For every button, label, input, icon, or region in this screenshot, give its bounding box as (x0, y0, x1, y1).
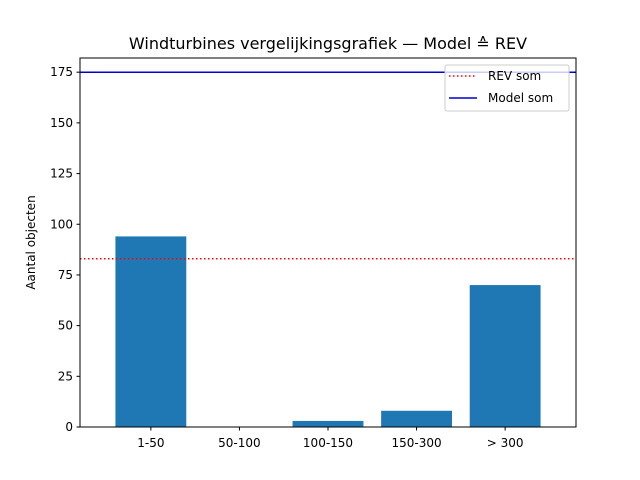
x-tick-label: > 300 (487, 436, 524, 450)
bar-series (115, 236, 541, 427)
y-tick-label: 50 (58, 319, 73, 333)
y-tick-label: 0 (65, 420, 73, 434)
x-tick-label: 100-150 (303, 436, 353, 450)
y-tick-label: 175 (50, 65, 73, 79)
bar-100-150 (292, 420, 364, 427)
y-tick-label: 100 (50, 217, 73, 231)
legend-label-rev-som: REV som (488, 69, 541, 83)
legend-label-model-som: Model som (488, 91, 553, 105)
y-axis-label: Aantal objecten (24, 195, 38, 289)
x-axis: 1-50 50-100 100-150 150-300 > 300 (137, 427, 524, 450)
legend-box (444, 64, 570, 112)
bar-1-50 (115, 236, 187, 427)
y-tick-label: 75 (58, 268, 73, 282)
x-tick-label: 1-50 (137, 436, 164, 450)
y-axis: 0 25 50 75 100 125 150 175 (50, 65, 80, 434)
y-tick-label: 125 (50, 167, 73, 181)
x-tick-label: 150-300 (392, 436, 442, 450)
bar-300 (469, 285, 541, 427)
legend: REV som Model som (444, 64, 570, 112)
y-tick-label: 150 (50, 116, 73, 130)
x-tick-label: 50-100 (218, 436, 261, 450)
bar-150-300 (381, 410, 452, 427)
chart-title: Windturbines vergelijkingsgrafiek — Mode… (129, 34, 527, 53)
y-tick-label: 25 (58, 369, 73, 383)
